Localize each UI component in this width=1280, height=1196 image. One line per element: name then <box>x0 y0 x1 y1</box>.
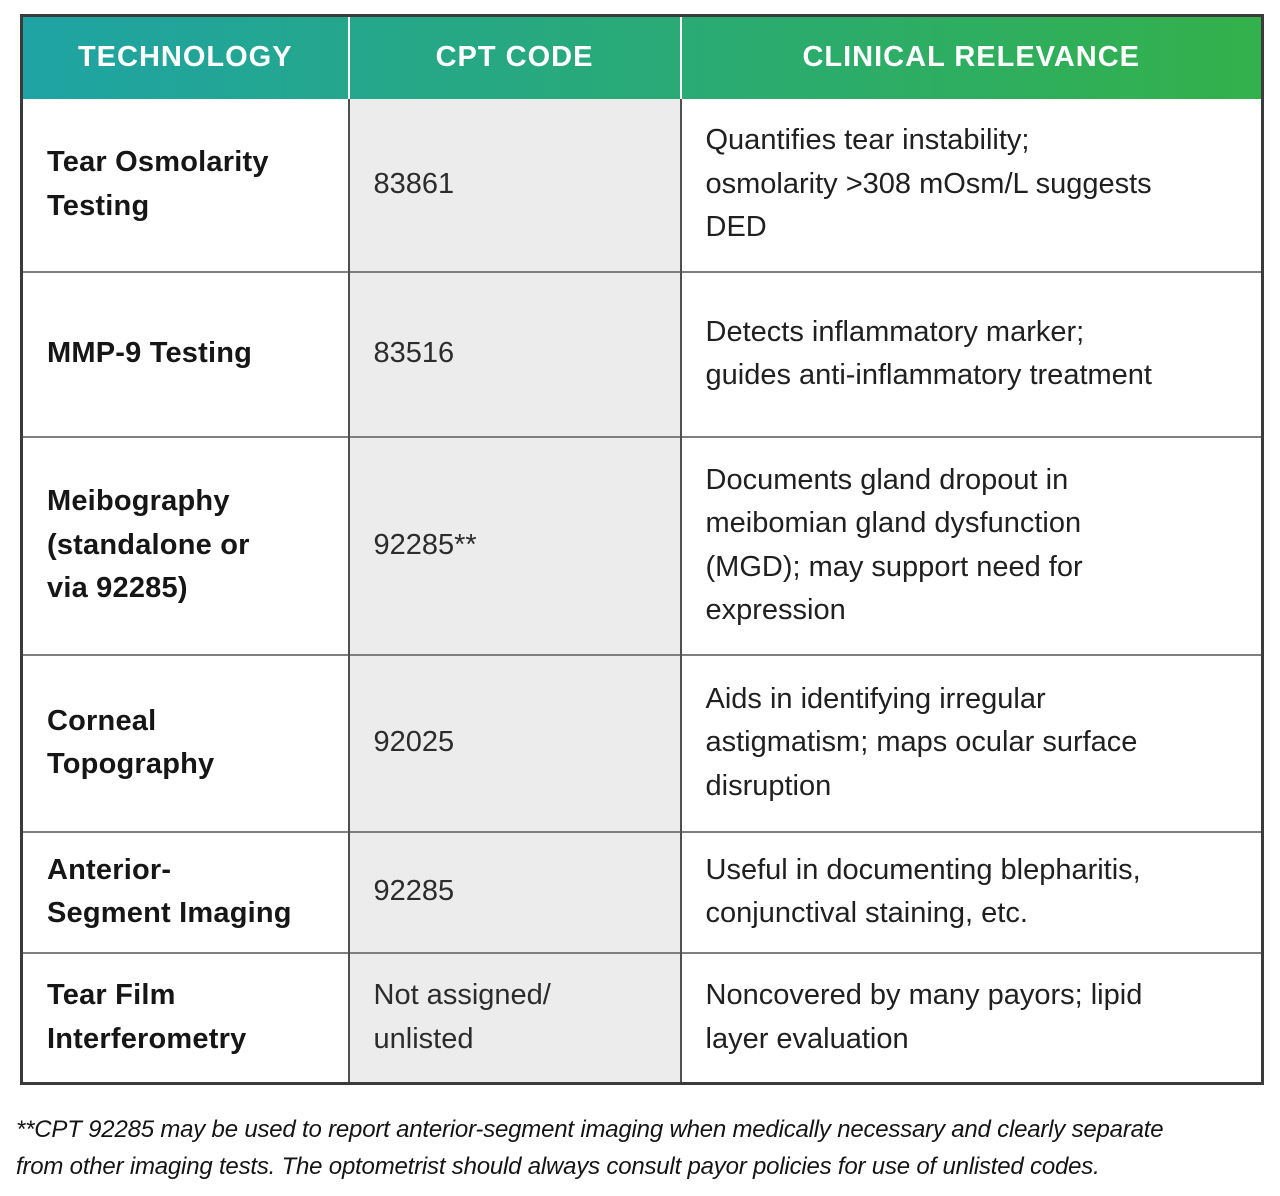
cpt-code-cell: 92285 <box>347 831 681 953</box>
technology-cell: Corneal Topography <box>47 704 215 781</box>
clinical-relevance-cell: Documents gland dropout in meibomian gla… <box>679 436 1263 655</box>
cpt-code-cell: 92285** <box>347 436 681 655</box>
table-body: Tear Osmolarity Testing 83861 Quantifies… <box>21 98 1263 1084</box>
table-row-anterior-segment: Anterior- Segment Imaging 92285 Useful i… <box>21 831 1263 953</box>
cpt-code-cell: 92025 <box>347 654 681 832</box>
table-row-meibography: Meibography (standalone or via 92285) 92… <box>21 436 1263 655</box>
clinical-relevance-cell: Noncovered by many payors; lipid layer e… <box>679 952 1263 1084</box>
header-row: TECHNOLOGY CPT CODE CLINICAL RELEVANCE <box>21 15 1263 99</box>
table-row-mmp9: MMP-9 Testing 83516 Detects inflammatory… <box>21 271 1263 437</box>
cpt-code-cell: 83861 <box>347 98 681 272</box>
table-row-corneal-topography: Corneal Topography 92025 Aids in identif… <box>21 654 1263 832</box>
table-header: TECHNOLOGY CPT CODE CLINICAL RELEVANCE <box>21 15 1263 99</box>
col-header-clinical-relevance: CLINICAL RELEVANCE <box>679 15 1263 99</box>
cpt-code-cell: Not assigned/ unlisted <box>347 952 681 1084</box>
technology-cell: Meibography (standalone or via 92285) <box>47 485 250 605</box>
col-header-cpt-code: CPT CODE <box>347 15 681 99</box>
technology-cell: Anterior- Segment Imaging <box>47 853 292 930</box>
clinical-relevance-cell: Useful in documenting blepharitis, conju… <box>679 831 1263 953</box>
col-header-technology: TECHNOLOGY <box>77 41 293 74</box>
clinical-relevance-cell: Aids in identifying irregular astigmatis… <box>679 654 1263 832</box>
clinical-relevance-cell: Quantifies tear instability; osmolarity … <box>679 98 1263 272</box>
clinical-relevance-cell: Detects inflammatory marker; guides anti… <box>679 271 1263 437</box>
table-row-tear-film-interferometry: Tear Film Interferometry Not assigned/ u… <box>21 952 1263 1084</box>
cpt-code-table: TECHNOLOGY CPT CODE CLINICAL RELEVANCE T… <box>20 14 1264 1085</box>
technology-cell: Tear Osmolarity Testing <box>47 146 269 222</box>
table-row-tear-osmolarity: Tear Osmolarity Testing 83861 Quantifies… <box>22 98 1263 272</box>
footnote: **CPT 92285 may be used to report anteri… <box>16 1116 1164 1181</box>
cpt-code-cell: 83516 <box>347 271 681 437</box>
technology-cell: Tear Film Interferometry <box>47 979 247 1055</box>
technology-cell: MMP-9 Testing <box>47 337 253 370</box>
